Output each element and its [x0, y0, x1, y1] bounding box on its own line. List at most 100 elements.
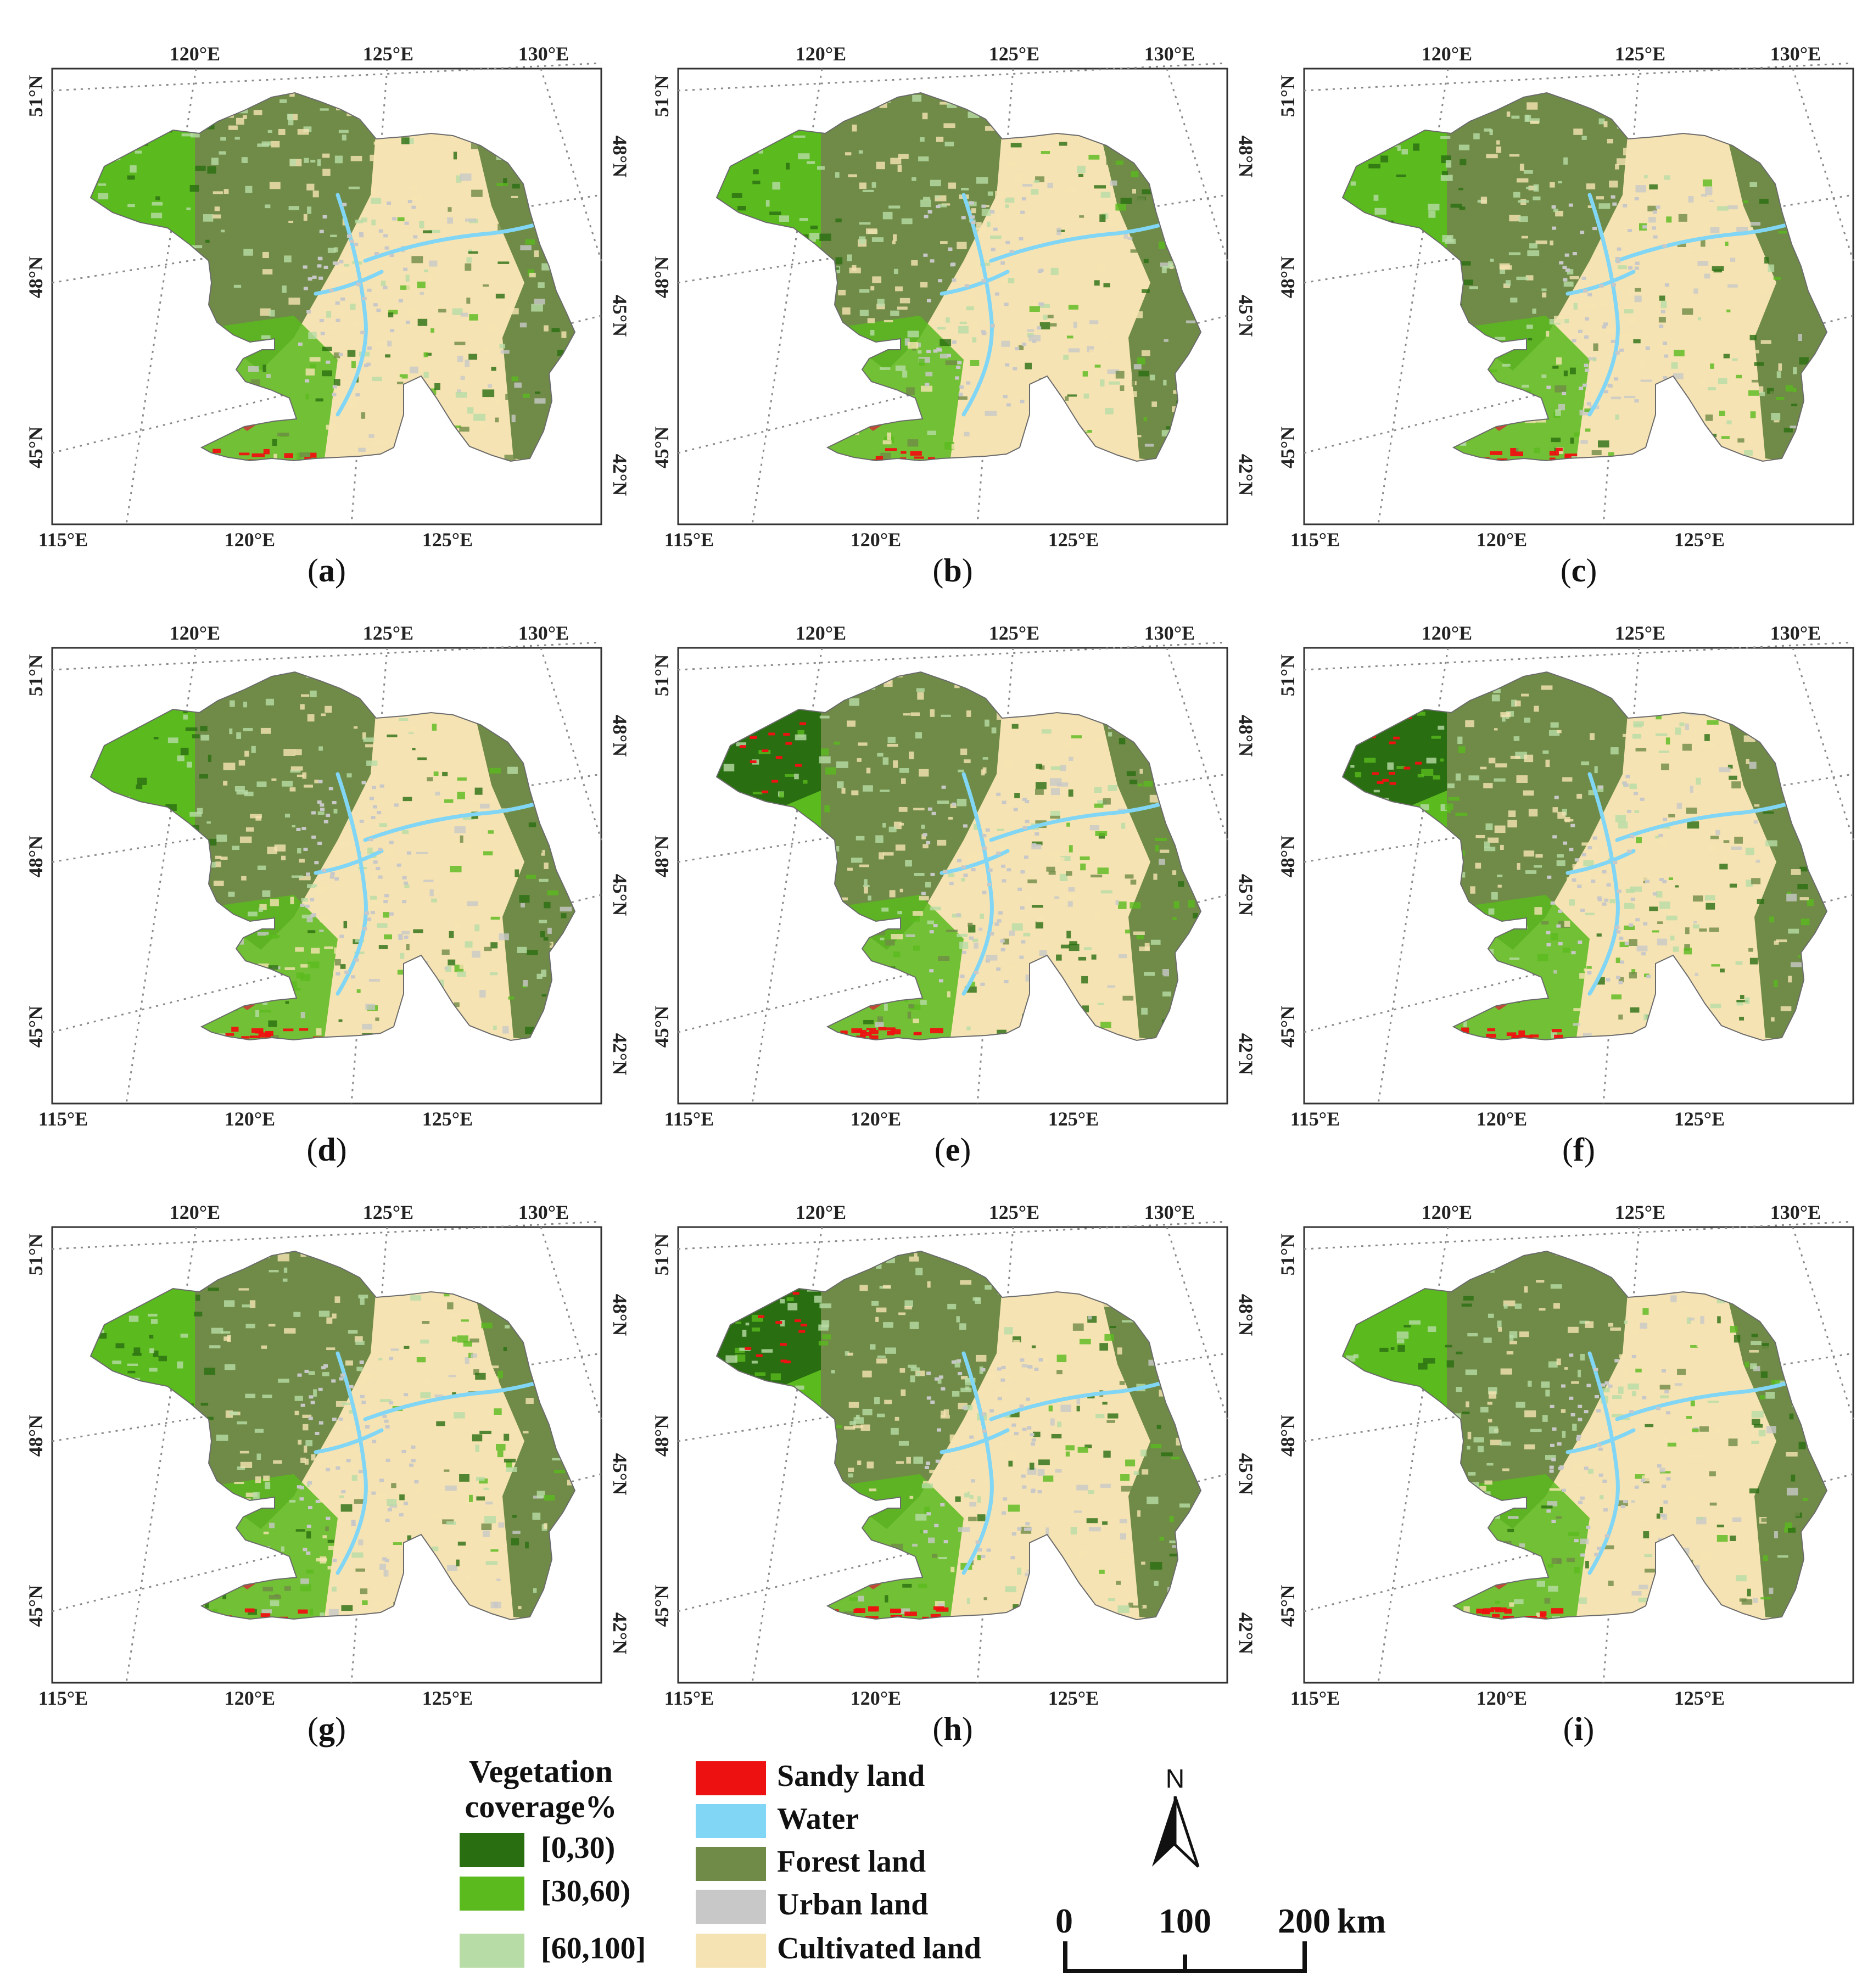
tick-left-2: 45°N: [651, 427, 673, 468]
north-arrow: N: [1152, 1765, 1200, 1868]
tick-left-0: 51°N: [25, 654, 47, 696]
tick-right-2: 42°N: [1235, 1612, 1257, 1654]
panel-caption-i: (i): [1563, 1711, 1595, 1747]
tick-right-1: 45°N: [1235, 295, 1257, 337]
panel-caption-c: (c): [1560, 552, 1597, 589]
tick-right-2: 42°N: [1861, 454, 1862, 496]
tick-right-2: 42°N: [1861, 1612, 1862, 1654]
panel-caption-letter: i: [1574, 1711, 1584, 1747]
tick-left-0: 51°N: [1277, 654, 1299, 696]
swatch-veg-1: [460, 1877, 524, 1911]
tick-bottom-2: 125°E: [1048, 529, 1099, 551]
map-svg-g: 120°E 125°E 130°E 115°E 120°E 125°E 51°N 48°N 45…: [25, 1201, 631, 1709]
map-panel-g: 120°E 125°E 130°E 115°E 120°E 125°E 51°N 48°N 45…: [25, 1189, 631, 1710]
swatch-cultivated: [696, 1934, 766, 1968]
tick-right-0: 48°N: [1861, 715, 1862, 757]
tick-right-1: 45°N: [1235, 1453, 1257, 1495]
map-panel-b: 120°E 125°E 130°E 115°E 120°E 125°E 51°N 48°N 45…: [651, 30, 1257, 552]
scale-tick-200: 200: [1278, 1901, 1330, 1940]
label-veg-2: [60,100]: [541, 1931, 646, 1965]
panel-caption-letter: a: [318, 552, 335, 589]
scale-tick-100: 100: [1159, 1901, 1211, 1940]
map-panel-h: 120°E 125°E 130°E 115°E 120°E 125°E 51°N 48°N 45…: [651, 1189, 1257, 1710]
tick-left-1: 48°N: [651, 836, 673, 877]
swatch-urban: [696, 1890, 766, 1924]
tick-left-1: 48°N: [651, 1415, 673, 1457]
panel-caption-letter: b: [943, 552, 962, 589]
tick-left-0: 51°N: [651, 1234, 673, 1275]
panel-caption-f: (f): [1562, 1132, 1595, 1168]
tick-right-0: 48°N: [1861, 1294, 1862, 1336]
panel-caption-letter: h: [943, 1711, 962, 1747]
tick-right-1: 45°N: [1861, 295, 1862, 337]
tick-right-2: 42°N: [1235, 1033, 1257, 1075]
panel-caption-d: (d): [306, 1132, 347, 1168]
tick-top-2: 130°E: [518, 622, 569, 644]
label-veg-1: [30,60): [541, 1874, 631, 1908]
tick-right-1: 45°N: [1235, 874, 1257, 916]
tick-left-2: 45°N: [25, 1585, 47, 1627]
panel-caption-a: (a): [307, 552, 346, 589]
tick-right-0: 48°N: [609, 715, 631, 757]
tick-top-0: 120°E: [1422, 43, 1472, 65]
map-svg-i: 120°E 125°E 130°E 115°E 120°E 125°E 51°N 48°N 45…: [1277, 1201, 1862, 1709]
tick-top-1: 125°E: [363, 43, 413, 65]
tick-bottom-0: 115°E: [664, 1108, 714, 1130]
scale-unit: km: [1337, 1901, 1386, 1940]
tick-bottom-1: 120°E: [1477, 1108, 1527, 1130]
tick-top-1: 125°E: [1615, 43, 1665, 65]
tick-right-1: 45°N: [609, 1453, 631, 1495]
tick-top-0: 120°E: [170, 43, 220, 65]
tick-bottom-0: 115°E: [664, 529, 714, 551]
tick-right-2: 42°N: [1861, 1033, 1862, 1075]
tick-top-1: 125°E: [989, 622, 1039, 644]
vegetation-legend-title: Vegetation coverage%: [450, 1754, 631, 1824]
tick-top-2: 130°E: [1770, 622, 1821, 644]
swatch-veg-0: [460, 1833, 524, 1867]
tick-bottom-1: 120°E: [851, 1108, 901, 1130]
tick-left-0: 51°N: [651, 654, 673, 696]
tick-top-0: 120°E: [170, 622, 220, 644]
map-svg-c: 120°E 125°E 130°E 115°E 120°E 125°E 51°N 48°N 45…: [1277, 43, 1862, 551]
tick-bottom-2: 125°E: [1048, 1687, 1099, 1709]
tick-top-1: 125°E: [1615, 622, 1665, 644]
map-svg-d: 120°E 125°E 130°E 115°E 120°E 125°E 51°N 48°N 45…: [25, 622, 631, 1130]
tick-bottom-0: 115°E: [38, 1108, 88, 1130]
label-urban: Urban land: [777, 1888, 929, 1922]
tick-bottom-2: 125°E: [1674, 529, 1725, 551]
tick-bottom-0: 115°E: [1290, 1108, 1340, 1130]
map-svg-a: 120°E 125°E 130°E 115°E 120°E 125°E 51°N 48°N 45…: [25, 43, 631, 551]
tick-top-0: 120°E: [170, 1201, 220, 1223]
tick-bottom-2: 125°E: [1048, 1108, 1099, 1130]
tick-left-2: 45°N: [651, 1585, 673, 1627]
tick-left-2: 45°N: [25, 427, 47, 468]
vegetation-title-line2: coverage%: [465, 1789, 617, 1824]
tick-right-0: 48°N: [1235, 136, 1257, 177]
swatch-sandy: [696, 1761, 766, 1795]
tick-left-0: 51°N: [25, 1234, 47, 1275]
swatch-veg-2: [460, 1934, 524, 1968]
tick-left-0: 51°N: [651, 75, 673, 117]
tick-bottom-0: 115°E: [38, 1687, 88, 1709]
panel-caption-g: (g): [307, 1711, 346, 1747]
panel-caption-e: (e): [934, 1132, 971, 1168]
tick-bottom-1: 120°E: [225, 529, 275, 551]
tick-bottom-2: 125°E: [1674, 1108, 1725, 1130]
tick-right-0: 48°N: [1861, 136, 1862, 177]
tick-left-0: 51°N: [1277, 75, 1299, 117]
vegetation-title-line1: Vegetation: [468, 1754, 613, 1789]
tick-bottom-0: 115°E: [38, 529, 88, 551]
tick-top-0: 120°E: [1422, 622, 1472, 644]
map-panel-c: 120°E 125°E 130°E 115°E 120°E 125°E 51°N 48°N 45…: [1277, 30, 1862, 552]
tick-bottom-0: 115°E: [1290, 1687, 1340, 1709]
tick-left-1: 48°N: [25, 256, 47, 298]
tick-top-2: 130°E: [1770, 1201, 1821, 1223]
tick-top-0: 120°E: [796, 1201, 846, 1223]
tick-bottom-1: 120°E: [851, 529, 901, 551]
tick-top-1: 125°E: [1615, 1201, 1665, 1223]
tick-bottom-2: 125°E: [422, 1687, 473, 1709]
tick-right-1: 45°N: [609, 295, 631, 337]
tick-left-0: 51°N: [25, 75, 47, 117]
map-panel-e: 120°E 125°E 130°E 115°E 120°E 125°E 51°N 48°N 45…: [651, 609, 1257, 1131]
